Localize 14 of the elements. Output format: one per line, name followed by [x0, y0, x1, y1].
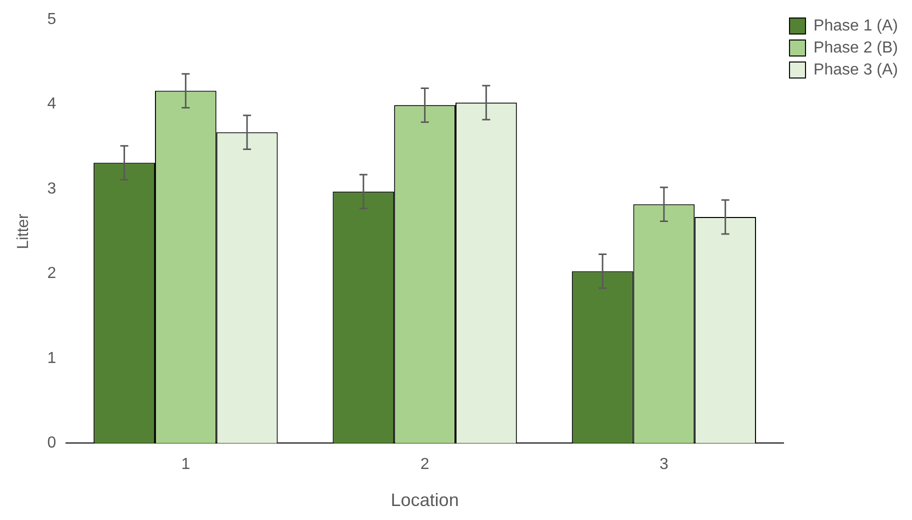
y-tick-label: 4	[47, 96, 56, 113]
y-tick-label: 5	[47, 11, 56, 28]
x-tick-label: 3	[659, 456, 668, 474]
x-tick-label: 1	[181, 456, 190, 474]
x-tick-label: 2	[420, 456, 430, 474]
y-tick-label: 0	[47, 434, 56, 452]
legend-label: Phase 2 (B)	[814, 39, 898, 56]
y-tick-label: 1	[47, 350, 56, 367]
x-axis-title: Location	[390, 490, 459, 510]
y-tick-label: 2	[47, 265, 56, 282]
y-axis-title: Litter	[15, 212, 32, 250]
y-tick-label: 3	[47, 180, 56, 198]
legend-label: Phase 1 (A)	[814, 17, 898, 34]
legend-label: Phase 3 (A)	[814, 61, 898, 78]
